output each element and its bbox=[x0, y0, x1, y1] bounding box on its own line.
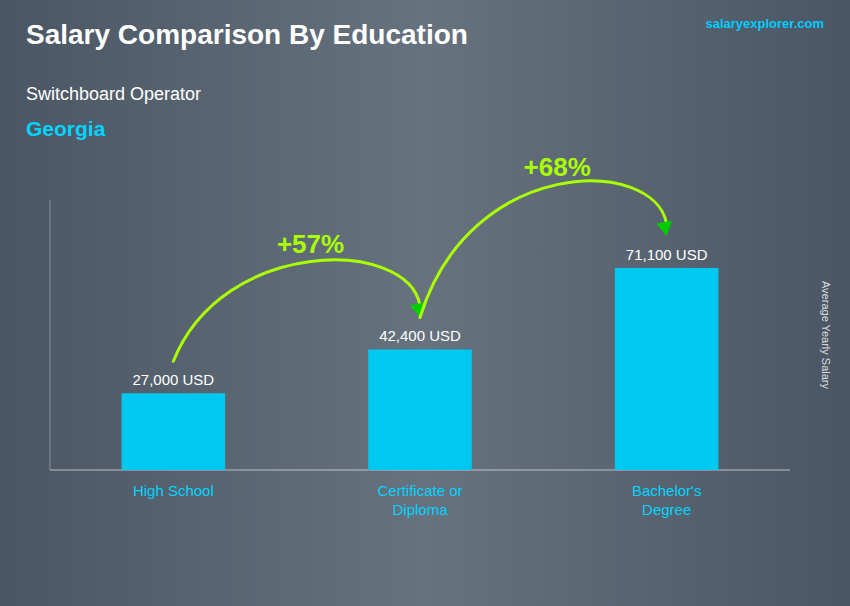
category-label: Bachelor's Degree bbox=[632, 482, 702, 518]
change-arrow bbox=[173, 260, 420, 361]
category-label: High School bbox=[133, 482, 214, 499]
data-label: 71,100 USD bbox=[626, 246, 708, 263]
data-label: 27,000 USD bbox=[132, 371, 214, 388]
data-label: 42,400 USD bbox=[379, 327, 461, 344]
chart: 27,000 USD 42,400 USD 71,100 USD High Schoo… bbox=[0, 0, 850, 606]
category-line: High School bbox=[133, 482, 214, 499]
change-label: +68% bbox=[524, 152, 591, 182]
y-axis-line bbox=[50, 200, 51, 470]
bar bbox=[615, 268, 719, 470]
title: Salary Comparison By Education bbox=[26, 19, 468, 50]
bar bbox=[368, 349, 472, 470]
y-axis-label: Average Yearly Salary bbox=[820, 281, 832, 390]
bar bbox=[122, 393, 226, 470]
category-label: Certificate or Diploma bbox=[377, 482, 462, 518]
category-line: Certificate or bbox=[377, 482, 462, 499]
source: salaryexplorer.com bbox=[705, 16, 824, 31]
category-line: Degree bbox=[642, 501, 691, 518]
change-arrow bbox=[420, 181, 667, 318]
background bbox=[0, 0, 850, 606]
bars bbox=[122, 268, 719, 470]
change-label: +57% bbox=[277, 229, 344, 259]
category-line: Diploma bbox=[392, 501, 448, 518]
arrowhead bbox=[656, 221, 672, 236]
location: Georgia bbox=[26, 117, 106, 140]
category-line: Bachelor's bbox=[632, 482, 702, 499]
subtitle: Switchboard Operator bbox=[26, 84, 201, 104]
